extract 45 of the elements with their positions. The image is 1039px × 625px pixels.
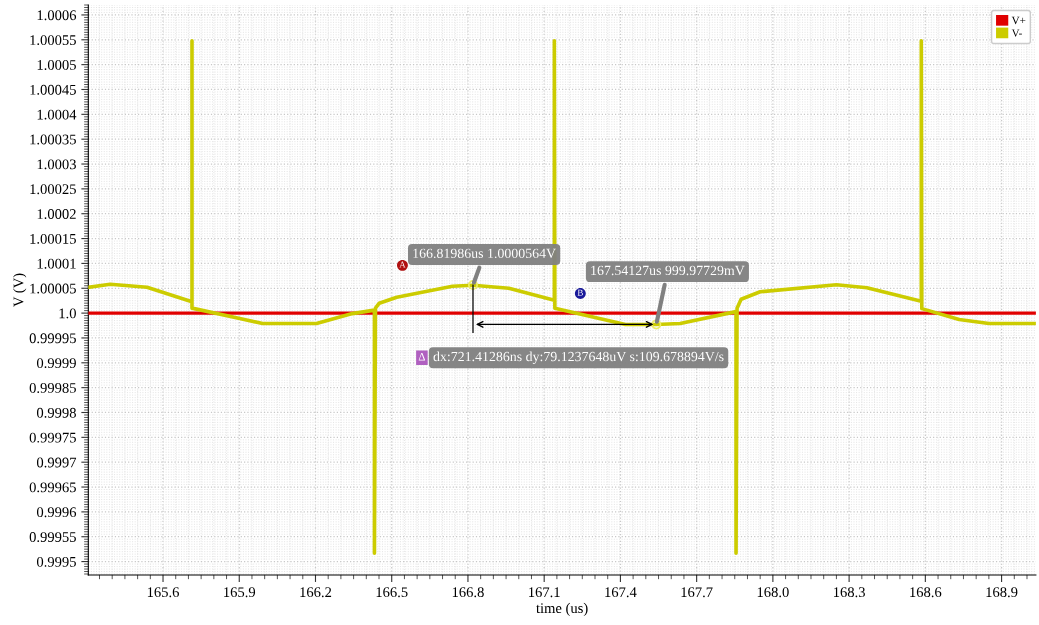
x-tick-label: 167.4 [605, 587, 637, 598]
y-tick-label: 1.0002 [37, 209, 76, 219]
y-tick-label: 0.9996 [36, 507, 77, 518]
y-tick-label: 0.99965 [29, 482, 76, 493]
x-tick-label: 168.0 [757, 587, 789, 598]
y-tick-label: 0.99955 [29, 532, 76, 542]
x-tick-label: 168.9 [986, 587, 1018, 598]
annotation: A [399, 261, 406, 268]
y-tick-label: 1.0001 [37, 258, 76, 269]
y-tick-label: 1.0004 [37, 109, 77, 120]
y-tick-label: 0.9997 [36, 457, 77, 468]
x-tick-label: 168.3 [833, 587, 865, 598]
y-tick-label: 1.0006 [37, 10, 77, 21]
annotation: 167.54127us 999.97729mV [591, 265, 745, 276]
x-tick-label: 166.2 [300, 587, 332, 598]
x-tick-label: 165.6 [147, 587, 179, 598]
y-tick-label: 0.99995 [29, 333, 76, 344]
annotation: dx:721.41286ns dy:79.1237648uV s:109.678894V/s [433, 351, 724, 365]
y-tick-label: 0.9995 [36, 556, 76, 567]
y-tick-label: 1.00045 [30, 84, 76, 95]
y-axis-title: V (V) [13, 273, 27, 307]
y-tick-label: 1.0 [59, 308, 76, 319]
annotation: Δ [418, 353, 426, 361]
y-tick-label: 1.00025 [30, 184, 76, 195]
y-tick-label: 1.0005 [37, 60, 76, 70]
x-tick-label: 167.1 [529, 587, 560, 598]
y-tick-label: 1.00055 [30, 35, 76, 46]
y-tick-label: 0.99975 [29, 432, 76, 443]
annotation: B [577, 289, 583, 296]
x-tick-label: 166.8 [452, 587, 484, 598]
x-tick-label: 168.6 [910, 587, 942, 598]
annotation: 166.81986us 1.0000564V [413, 248, 556, 259]
y-tick-label: 1.00005 [30, 283, 76, 294]
y-tick-label: 1.00015 [30, 233, 76, 244]
y-tick-label: 0.9998 [36, 407, 76, 418]
y-tick-label: 1.00035 [30, 134, 76, 145]
x-axis-title: time (us) [536, 602, 588, 617]
legend-label: V- [1011, 29, 1022, 37]
x-tick-label: 166.5 [376, 587, 408, 598]
y-tick-label: 0.99985 [29, 383, 76, 393]
y-tick-label: 0.9999 [36, 358, 76, 369]
legend-label: V+ [1011, 16, 1026, 25]
x-tick-label: 165.9 [224, 587, 256, 598]
x-tick-label: 167.7 [681, 587, 713, 598]
y-tick-label: 1.0003 [37, 159, 76, 170]
